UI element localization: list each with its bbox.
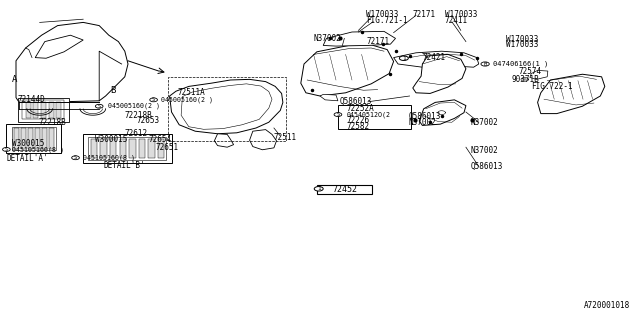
Polygon shape (110, 139, 116, 158)
Polygon shape (35, 128, 40, 149)
Polygon shape (6, 124, 61, 153)
Text: S: S (337, 112, 339, 117)
Circle shape (95, 104, 103, 108)
Polygon shape (14, 128, 19, 149)
Polygon shape (139, 139, 145, 158)
Text: 72511A: 72511A (178, 88, 205, 97)
Text: 72511: 72511 (274, 133, 297, 142)
Polygon shape (42, 128, 47, 149)
Text: 72574: 72574 (518, 68, 541, 76)
Text: 047406166(1 ): 047406166(1 ) (493, 61, 548, 67)
Polygon shape (91, 139, 97, 158)
Polygon shape (56, 102, 61, 118)
Polygon shape (49, 102, 54, 118)
Text: S: S (152, 97, 155, 102)
Polygon shape (413, 54, 466, 93)
Polygon shape (394, 51, 479, 67)
FancyBboxPatch shape (338, 105, 411, 129)
Polygon shape (158, 139, 164, 158)
Text: S: S (5, 147, 8, 152)
Text: N37002: N37002 (470, 146, 498, 155)
Circle shape (399, 56, 408, 60)
Text: W170033: W170033 (506, 40, 538, 49)
Polygon shape (41, 102, 46, 118)
Text: 72612: 72612 (124, 129, 147, 138)
Circle shape (150, 98, 157, 102)
Text: N37002: N37002 (314, 34, 341, 43)
Polygon shape (49, 128, 54, 149)
Polygon shape (170, 79, 283, 134)
Text: B: B (110, 86, 115, 95)
Text: Q586013: Q586013 (470, 162, 503, 171)
Text: W300015: W300015 (95, 135, 127, 144)
Polygon shape (83, 134, 172, 163)
Text: 72171: 72171 (366, 37, 389, 46)
Text: 045005160(2 ): 045005160(2 ) (161, 97, 213, 103)
Text: 72411: 72411 (445, 16, 468, 25)
Circle shape (314, 187, 323, 191)
Text: W170033: W170033 (445, 10, 477, 19)
Polygon shape (33, 102, 38, 118)
Circle shape (3, 148, 10, 151)
Text: FIG.722-1: FIG.722-1 (531, 82, 573, 91)
Polygon shape (538, 74, 605, 114)
Text: 1: 1 (402, 56, 406, 61)
Text: 045005160(2 ): 045005160(2 ) (108, 103, 159, 109)
Polygon shape (323, 31, 396, 46)
Polygon shape (26, 102, 31, 118)
Text: 72653: 72653 (136, 116, 159, 125)
Text: 72452: 72452 (333, 185, 358, 194)
Text: Q586013: Q586013 (339, 97, 372, 106)
Text: 72218B: 72218B (125, 111, 152, 120)
Polygon shape (530, 70, 548, 79)
Text: A720001018: A720001018 (584, 301, 630, 310)
Text: 72171: 72171 (413, 10, 436, 19)
Text: Q586013: Q586013 (408, 112, 441, 121)
Text: 72421: 72421 (422, 53, 445, 62)
Text: N37002: N37002 (470, 118, 498, 127)
Text: 04540512O(2: 04540512O(2 (346, 111, 390, 118)
Circle shape (72, 156, 79, 160)
Text: S: S (74, 155, 77, 160)
Text: W170033: W170033 (506, 35, 538, 44)
Text: W170033: W170033 (366, 10, 399, 19)
Polygon shape (100, 139, 107, 158)
Circle shape (334, 113, 342, 116)
Polygon shape (419, 100, 466, 125)
Text: DETAIL'A': DETAIL'A' (6, 154, 48, 163)
Text: 72218B: 72218B (38, 118, 66, 127)
Polygon shape (18, 98, 69, 122)
Text: 72654: 72654 (148, 135, 172, 144)
Text: DETAIL'B': DETAIL'B' (104, 161, 145, 170)
FancyBboxPatch shape (317, 185, 372, 194)
Polygon shape (148, 139, 155, 158)
Text: B: B (483, 61, 487, 67)
Text: 90371B: 90371B (512, 75, 540, 84)
Text: 72144D: 72144D (18, 95, 45, 104)
Polygon shape (28, 128, 33, 149)
Text: 1: 1 (317, 186, 321, 191)
Text: 72651: 72651 (156, 143, 179, 152)
Polygon shape (301, 45, 394, 96)
Polygon shape (21, 128, 26, 149)
Text: 045105160(8 ): 045105160(8 ) (12, 147, 63, 153)
Polygon shape (129, 139, 136, 158)
Circle shape (481, 62, 490, 66)
Polygon shape (320, 94, 338, 101)
Text: 045105160(8 ): 045105160(8 ) (83, 155, 135, 161)
Text: S: S (98, 104, 100, 109)
Text: A: A (12, 76, 17, 84)
Polygon shape (250, 130, 276, 150)
Polygon shape (214, 134, 234, 147)
Text: 72252A: 72252A (346, 104, 374, 113)
Text: 72226: 72226 (346, 116, 369, 125)
Text: N37002: N37002 (408, 118, 436, 127)
Text: W300015: W300015 (12, 140, 44, 148)
Text: 72582: 72582 (346, 122, 369, 131)
Polygon shape (120, 139, 126, 158)
Text: FIG.721-1: FIG.721-1 (366, 16, 408, 25)
